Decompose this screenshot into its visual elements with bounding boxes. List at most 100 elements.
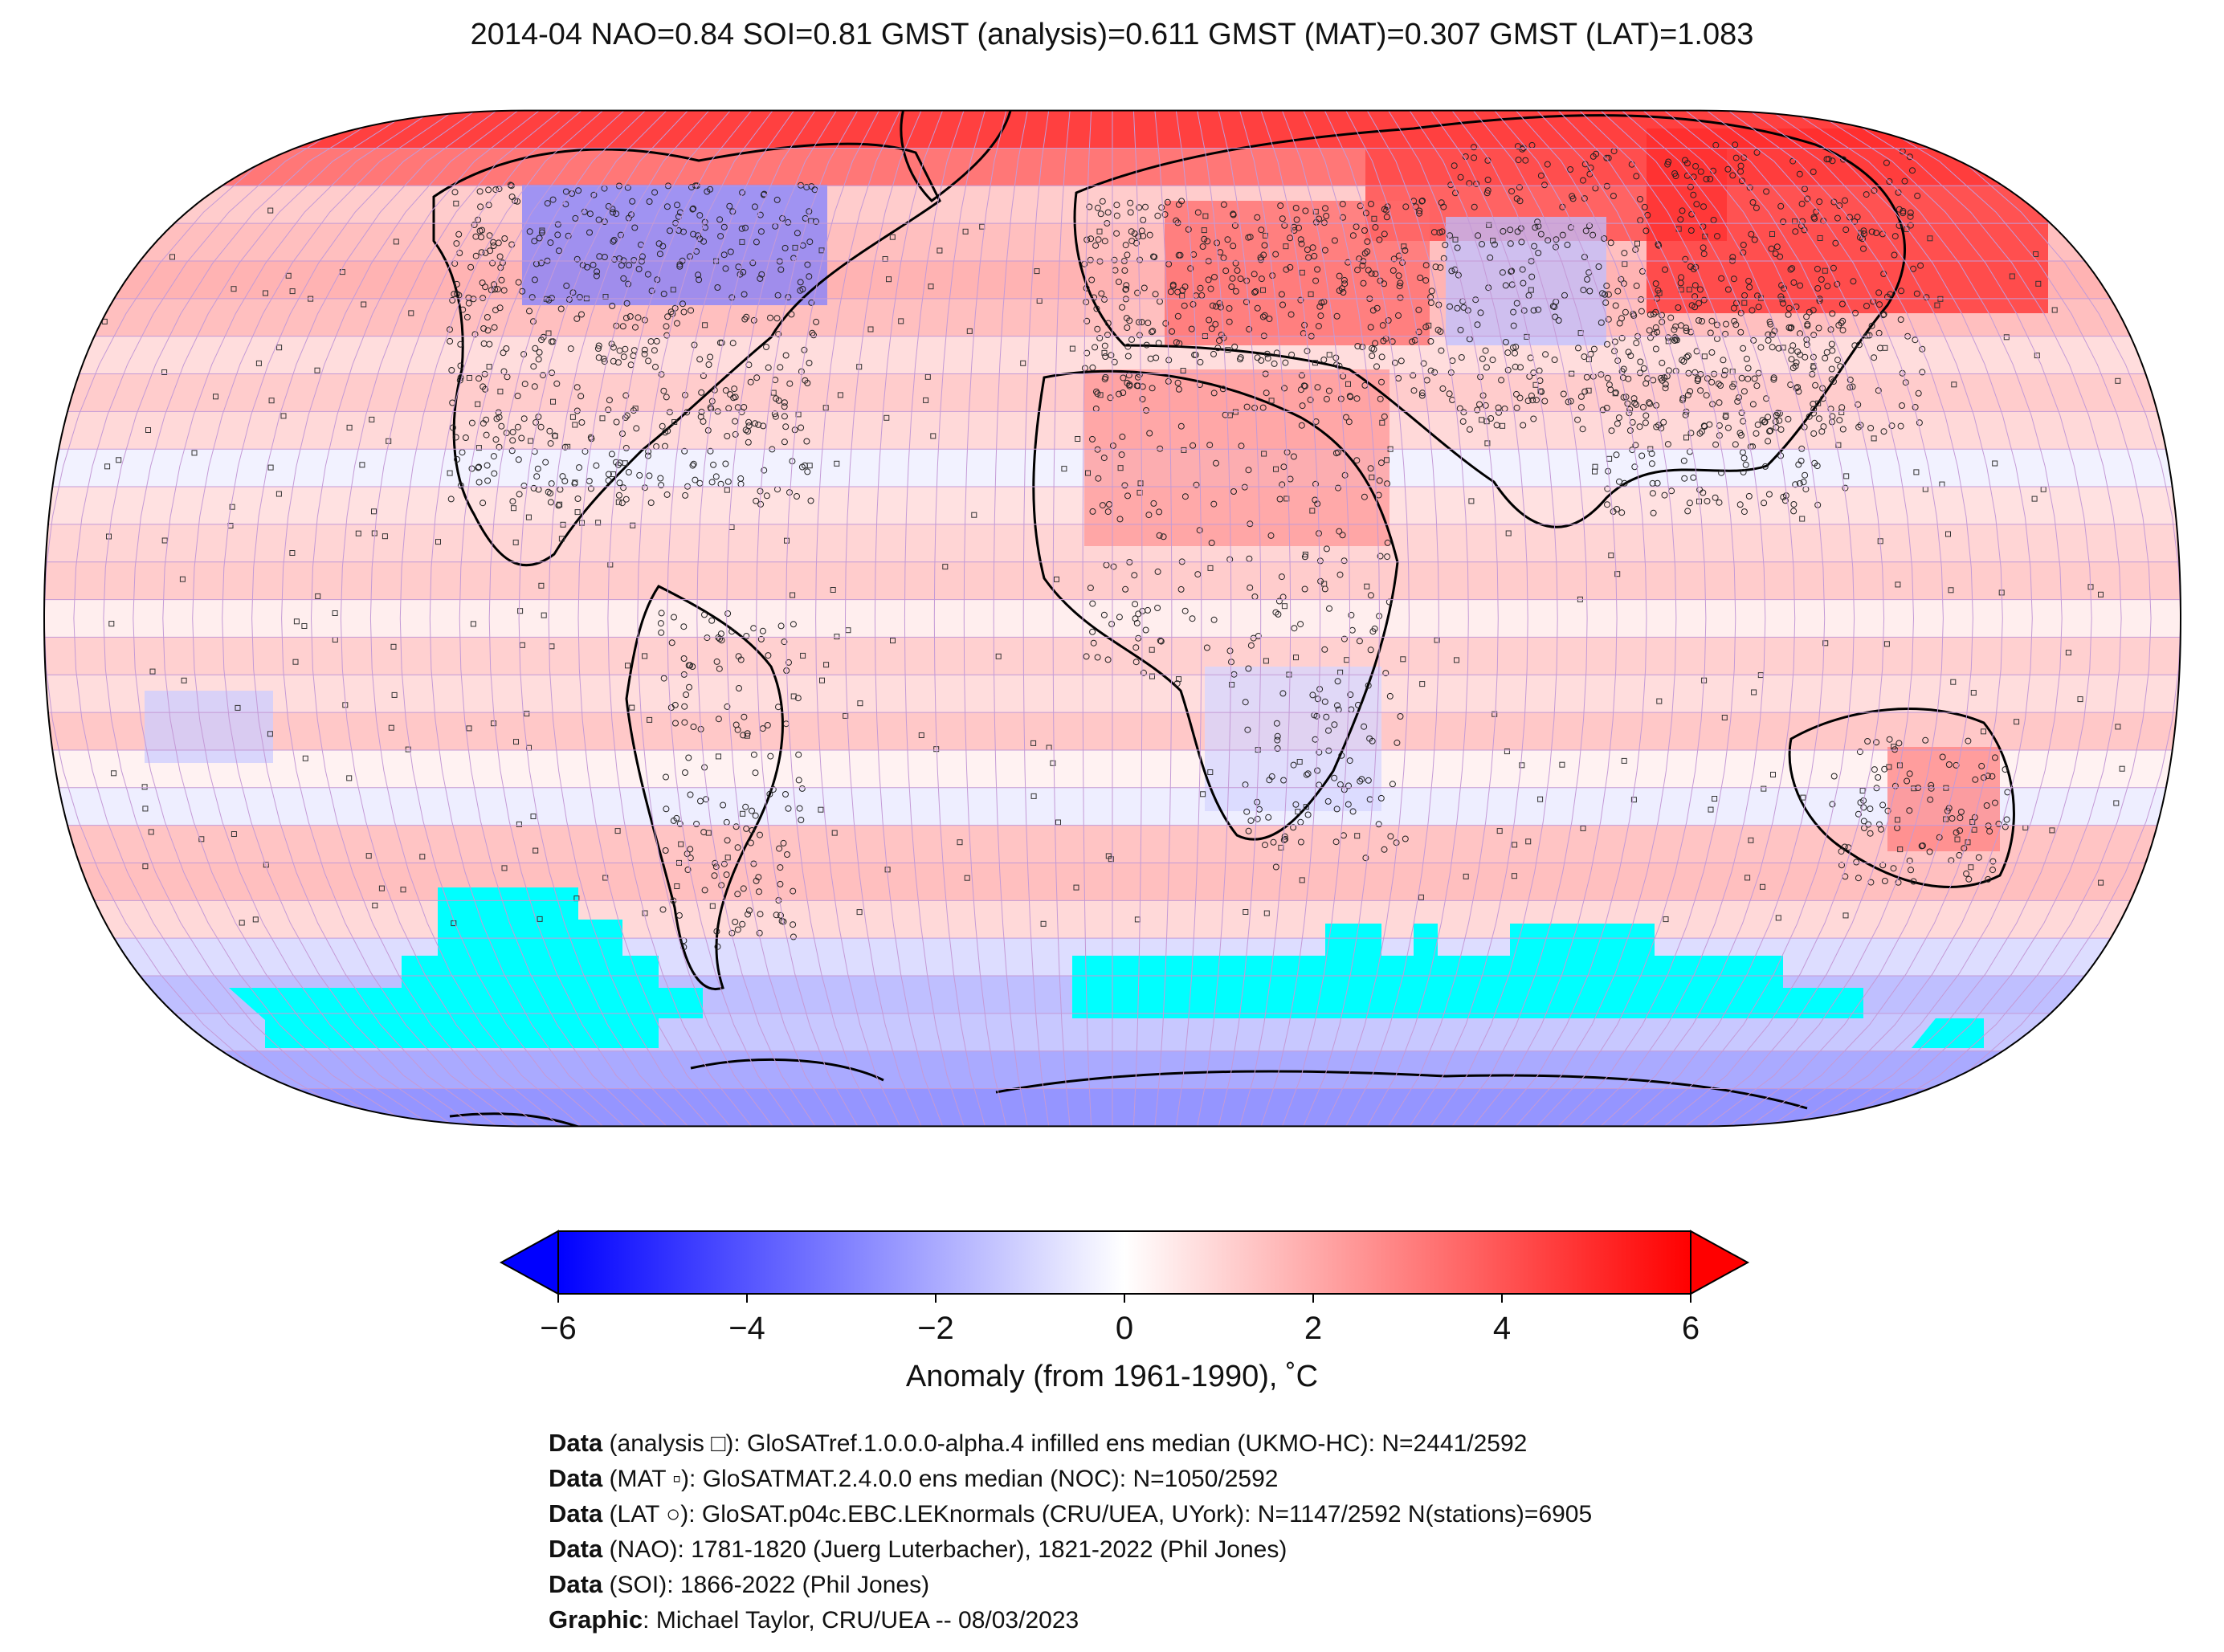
station-marker: [712, 473, 720, 480]
station-marker: [1207, 285, 1214, 292]
colorbar-tick-label: −6: [540, 1311, 577, 1346]
station-marker: [1535, 250, 1542, 256]
station-marker: [1660, 418, 1667, 426]
station-marker: [1508, 267, 1516, 275]
station-marker: [1090, 639, 1097, 647]
station-marker: [532, 345, 539, 352]
station-marker: [1152, 291, 1159, 298]
analysis-cell-marker: [346, 424, 353, 430]
station-marker: [1267, 532, 1275, 539]
station-marker: [1804, 322, 1811, 329]
station-marker: [1732, 141, 1739, 149]
station-marker: [1298, 372, 1305, 379]
station-marker: [1879, 802, 1887, 809]
station-marker: [641, 346, 648, 353]
station-marker: [1677, 279, 1684, 287]
station-marker: [1367, 647, 1374, 654]
station-marker: [1685, 353, 1691, 359]
station-marker: [1210, 500, 1218, 508]
station-marker: [1815, 415, 1822, 422]
station-marker: [536, 349, 543, 356]
station-marker: [1834, 214, 1841, 222]
station-marker: [724, 610, 732, 617]
station-marker: [528, 294, 536, 301]
station-marker: [556, 247, 562, 255]
analysis-cell-marker: [1630, 797, 1637, 803]
analysis-cell-marker: [525, 514, 532, 520]
station-marker: [736, 685, 742, 691]
analysis-cell-marker: [964, 875, 970, 881]
credit-line-soi: Data (SOI): 1866-2022 (Phil Jones): [549, 1570, 930, 1598]
station-marker: [1273, 349, 1280, 357]
analysis-cell-marker: [1745, 875, 1751, 881]
analysis-cell-marker: [928, 283, 934, 290]
station-marker: [1087, 585, 1094, 591]
station-marker: [1370, 345, 1377, 353]
station-marker: [1622, 308, 1629, 316]
station-marker: [798, 463, 806, 471]
station-marker: [1372, 340, 1379, 347]
station-marker: [1619, 374, 1626, 381]
analysis-cell-marker: [2051, 307, 2058, 313]
station-marker: [745, 438, 752, 446]
station-marker: [1790, 279, 1798, 286]
station-marker: [1737, 162, 1745, 169]
station-marker: [1357, 777, 1364, 785]
analysis-cell-marker: [1799, 516, 1806, 522]
station-marker: [1980, 774, 1987, 781]
station-marker: [562, 188, 569, 195]
analysis-cell-marker: [1815, 400, 1822, 406]
station-marker: [707, 353, 714, 361]
station-marker: [1140, 669, 1147, 676]
station-marker: [1261, 312, 1268, 319]
station-marker: [1442, 242, 1449, 248]
analysis-cell-marker: [883, 414, 890, 421]
station-marker: [1143, 407, 1150, 414]
station-marker: [1116, 614, 1123, 621]
station-marker: [1608, 427, 1615, 434]
analysis-cell-marker: [602, 875, 609, 881]
station-marker: [682, 391, 688, 398]
station-marker: [514, 393, 521, 399]
graticule-meridian: [103, 110, 391, 1127]
station-marker: [781, 413, 788, 420]
station-marker: [1647, 311, 1654, 318]
station-marker: [671, 614, 677, 621]
station-marker: [503, 345, 510, 352]
station-marker: [1662, 385, 1669, 392]
analysis-cell-marker: [795, 411, 802, 418]
station-marker: [530, 363, 537, 370]
station-marker: [1279, 215, 1286, 222]
station-marker: [796, 805, 803, 812]
station-marker: [1745, 277, 1753, 284]
station-marker: [1336, 571, 1344, 578]
station-marker: [1123, 282, 1130, 289]
station-marker: [1245, 234, 1252, 241]
analysis-cell-marker: [1101, 349, 1108, 356]
station-marker: [1789, 342, 1797, 349]
station-marker: [776, 845, 783, 852]
map-title: 2014-04 NAO=0.84 SOI=0.81 GMST (analysis…: [470, 18, 1754, 51]
station-marker: [1810, 332, 1818, 339]
station-marker: [1378, 378, 1385, 385]
station-marker: [1459, 418, 1467, 425]
station-marker: [1963, 870, 1970, 877]
station-marker: [1992, 754, 1998, 761]
station-marker: [1949, 815, 1956, 822]
graticule-meridian: [904, 110, 965, 1127]
station-marker: [1375, 821, 1382, 828]
analysis-cell-marker: [923, 397, 929, 403]
analysis-cell-marker: [806, 463, 813, 469]
analysis-cell-marker: [391, 691, 398, 698]
station-marker: [1897, 316, 1904, 323]
analysis-cell-marker: [1686, 287, 1692, 293]
station-marker: [1771, 328, 1778, 335]
station-marker: [595, 354, 602, 361]
station-marker: [1321, 247, 1328, 254]
station-marker: [1886, 178, 1893, 185]
analysis-cell-marker: [231, 286, 237, 292]
station-marker: [1113, 202, 1120, 209]
station-marker: [1290, 453, 1297, 460]
station-marker: [1438, 347, 1445, 354]
analysis-cell-marker: [1293, 655, 1299, 661]
